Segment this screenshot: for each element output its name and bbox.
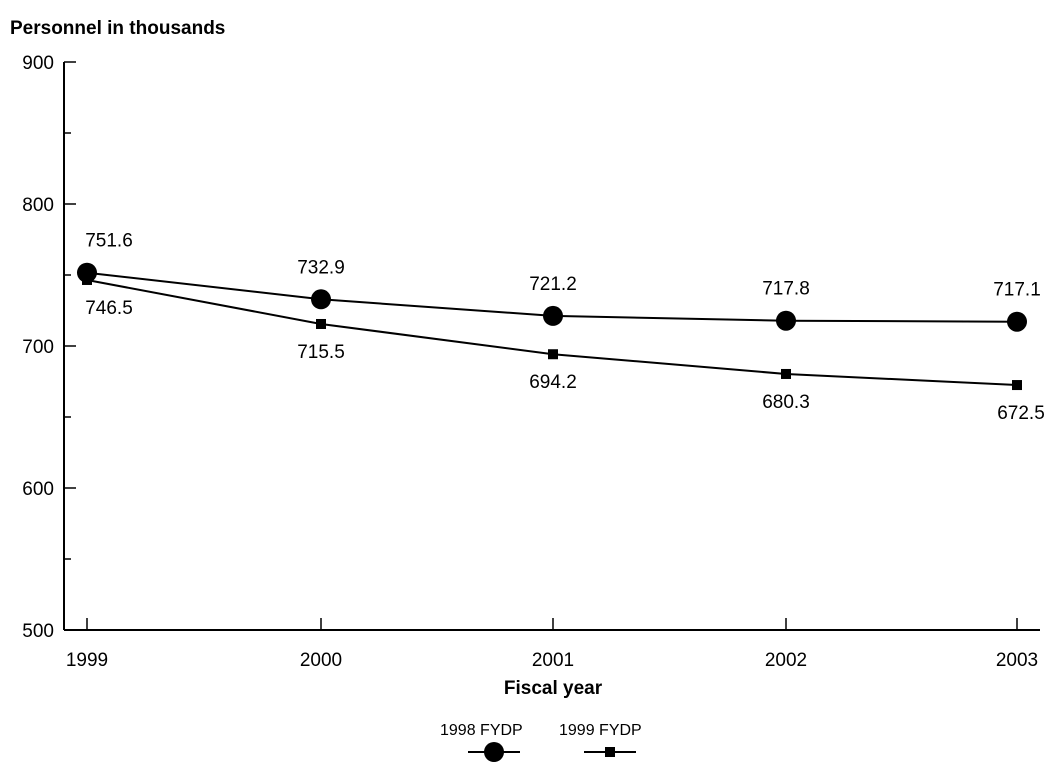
- data-point-1999-fydp: [1012, 380, 1022, 391]
- data-point-1999-fydp: [316, 318, 326, 329]
- series-line-1999-fydp: [86, 278, 1018, 387]
- data-point-1999-fydp: [82, 274, 92, 285]
- axes: [63, 62, 1040, 631]
- data-label-1999-fydp: 694.2: [529, 372, 577, 393]
- x-tick-label: 2001: [532, 650, 574, 671]
- data-label-1999-fydp: 680.3: [762, 392, 810, 413]
- y-axis-ticks: 500 600 700 800 900: [22, 53, 76, 642]
- legend-label-1999-fydp: 1999 FYDP: [559, 722, 642, 739]
- x-tick-label: 2002: [765, 650, 807, 671]
- data-label-1999-fydp: 746.5: [85, 298, 133, 319]
- data-point-1999-fydp: [548, 349, 558, 360]
- y-tick-label: 700: [22, 337, 54, 358]
- data-point-1998-fydp: [543, 305, 563, 326]
- x-tick-label: 2003: [996, 650, 1038, 671]
- y-tick-label: 900: [22, 53, 54, 74]
- data-label-1998-fydp: 721.2: [529, 274, 577, 295]
- data-label-1999-fydp: 715.5: [297, 342, 345, 363]
- data-label-1998-fydp: 717.1: [993, 280, 1041, 301]
- data-point-1998-fydp: [1007, 311, 1027, 332]
- legend-marker-1999-fydp: [605, 747, 615, 757]
- legend-marker-1998-fydp: [484, 742, 504, 762]
- data-point-1998-fydp: [776, 310, 796, 331]
- data-label-1998-fydp: 717.8: [762, 279, 810, 300]
- legend-label-1998-fydp: 1998 FYDP: [440, 722, 523, 739]
- data-label-1998-fydp: 732.9: [297, 257, 345, 278]
- y-tick-label: 600: [22, 479, 54, 500]
- data-point-1998-fydp: [311, 289, 331, 310]
- legend-symbols: [468, 742, 636, 762]
- x-axis-title: Fiscal year: [504, 678, 603, 699]
- x-axis-ticks: 1999 2000 2001 2002 2003: [66, 618, 1038, 671]
- data-point-1999-fydp: [781, 368, 791, 379]
- y-axis-title: Personnel in thousands: [10, 18, 225, 39]
- series-layer: [77, 262, 1027, 391]
- data-label-1998-fydp: 751.6: [85, 231, 133, 252]
- x-tick-label: 1999: [66, 650, 108, 671]
- data-label-1999-fydp: 672.5: [997, 403, 1045, 424]
- x-tick-label: 2000: [300, 650, 342, 671]
- y-tick-label: 500: [22, 621, 54, 642]
- y-tick-label: 800: [22, 195, 54, 216]
- legend: 1998 FYDP 1999 FYDP: [440, 722, 642, 762]
- data-labels: 751.6 732.9 721.2 717.8 717.1 746.5 715.5 694.2…: [85, 231, 1045, 424]
